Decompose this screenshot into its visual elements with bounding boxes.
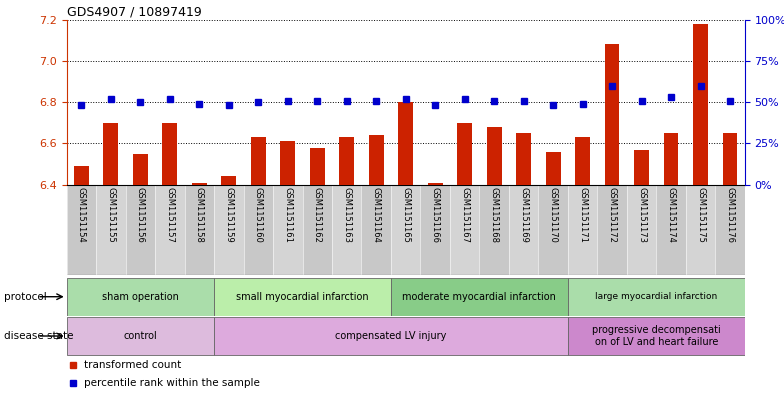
- Text: GSM1151154: GSM1151154: [77, 187, 86, 242]
- Text: progressive decompensati
on of LV and heart failure: progressive decompensati on of LV and he…: [592, 325, 720, 347]
- Bar: [214, 317, 568, 355]
- Bar: [686, 185, 715, 275]
- Bar: [125, 185, 155, 275]
- Text: large myocardial infarction: large myocardial infarction: [595, 292, 717, 301]
- Text: GSM1151167: GSM1151167: [460, 187, 469, 242]
- Bar: [74, 166, 89, 185]
- Bar: [214, 278, 391, 316]
- Bar: [428, 183, 443, 185]
- Bar: [221, 176, 236, 185]
- Bar: [457, 123, 472, 185]
- Bar: [339, 137, 354, 185]
- Text: disease state: disease state: [4, 331, 74, 341]
- Text: transformed count: transformed count: [85, 360, 182, 371]
- Bar: [693, 24, 708, 185]
- Bar: [155, 185, 184, 275]
- Bar: [162, 123, 177, 185]
- Bar: [604, 44, 619, 185]
- Bar: [664, 133, 678, 185]
- Bar: [420, 185, 450, 275]
- Bar: [361, 185, 391, 275]
- Bar: [568, 278, 745, 316]
- Bar: [273, 185, 303, 275]
- Bar: [391, 185, 420, 275]
- Text: GSM1151160: GSM1151160: [254, 187, 263, 242]
- Bar: [480, 185, 509, 275]
- Text: GSM1151161: GSM1151161: [283, 187, 292, 242]
- Text: GSM1151174: GSM1151174: [666, 187, 676, 242]
- Bar: [281, 141, 295, 185]
- Text: GSM1151166: GSM1151166: [430, 187, 440, 242]
- Bar: [517, 133, 531, 185]
- Bar: [575, 137, 590, 185]
- Text: percentile rank within the sample: percentile rank within the sample: [85, 378, 260, 388]
- Text: control: control: [123, 331, 158, 341]
- Bar: [398, 102, 413, 185]
- Text: small myocardial infarction: small myocardial infarction: [236, 292, 368, 302]
- Text: protocol: protocol: [4, 292, 47, 302]
- Text: GSM1151158: GSM1151158: [194, 187, 204, 242]
- Bar: [244, 185, 273, 275]
- Text: GSM1151164: GSM1151164: [372, 187, 381, 242]
- Bar: [332, 185, 361, 275]
- Bar: [597, 185, 627, 275]
- Text: GSM1151168: GSM1151168: [490, 187, 499, 242]
- Text: GDS4907 / 10897419: GDS4907 / 10897419: [67, 6, 201, 18]
- Bar: [656, 185, 686, 275]
- Text: GSM1151173: GSM1151173: [637, 187, 646, 242]
- Bar: [487, 127, 502, 185]
- Bar: [133, 154, 147, 185]
- Text: GSM1151157: GSM1151157: [165, 187, 174, 242]
- Bar: [546, 152, 561, 185]
- Text: GSM1151165: GSM1151165: [401, 187, 410, 242]
- Text: compensated LV injury: compensated LV injury: [336, 331, 447, 341]
- Bar: [391, 278, 568, 316]
- Text: GSM1151175: GSM1151175: [696, 187, 705, 242]
- Text: GSM1151170: GSM1151170: [549, 187, 557, 242]
- Text: GSM1151156: GSM1151156: [136, 187, 145, 242]
- Text: GSM1151155: GSM1151155: [107, 187, 115, 242]
- Bar: [96, 185, 125, 275]
- Bar: [627, 185, 656, 275]
- Bar: [715, 185, 745, 275]
- Bar: [192, 183, 207, 185]
- Text: GSM1151171: GSM1151171: [578, 187, 587, 242]
- Bar: [214, 185, 244, 275]
- Text: GSM1151172: GSM1151172: [608, 187, 617, 242]
- Bar: [723, 133, 738, 185]
- Bar: [539, 185, 568, 275]
- Bar: [368, 135, 383, 185]
- Bar: [450, 185, 480, 275]
- Bar: [310, 148, 325, 185]
- Bar: [67, 317, 214, 355]
- Bar: [103, 123, 118, 185]
- Text: GSM1151176: GSM1151176: [725, 187, 735, 242]
- Text: moderate myocardial infarction: moderate myocardial infarction: [402, 292, 557, 302]
- Text: GSM1151163: GSM1151163: [343, 187, 351, 242]
- Text: GSM1151159: GSM1151159: [224, 187, 234, 242]
- Text: GSM1151169: GSM1151169: [519, 187, 528, 242]
- Bar: [67, 185, 96, 275]
- Text: GSM1151162: GSM1151162: [313, 187, 321, 242]
- Bar: [568, 317, 745, 355]
- Bar: [184, 185, 214, 275]
- Bar: [568, 185, 597, 275]
- Bar: [67, 278, 214, 316]
- Text: sham operation: sham operation: [102, 292, 179, 302]
- Bar: [634, 150, 649, 185]
- Bar: [303, 185, 332, 275]
- Bar: [251, 137, 266, 185]
- Bar: [509, 185, 539, 275]
